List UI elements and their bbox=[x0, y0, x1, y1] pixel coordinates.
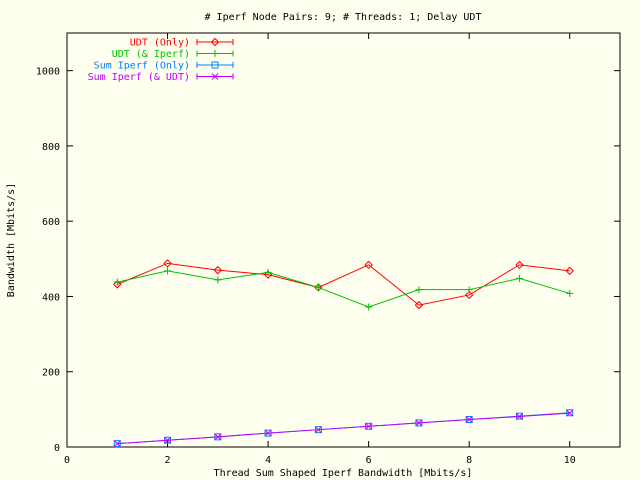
series-1 bbox=[113, 259, 574, 310]
legend-marker bbox=[211, 73, 219, 80]
x-tick-label: 8 bbox=[466, 455, 472, 466]
data-point bbox=[264, 429, 272, 437]
x-tick-label: 6 bbox=[366, 455, 372, 466]
axes: 0 2 4 6 8 10 0 200 400 600 800 1000 bbox=[36, 33, 620, 466]
data-point bbox=[515, 274, 523, 282]
series-2 bbox=[113, 267, 574, 311]
legend-label: Sum Iperf (Only) bbox=[94, 61, 190, 72]
y-tick-label: 400 bbox=[42, 292, 60, 303]
data-point bbox=[214, 276, 222, 284]
y-tick-label: 800 bbox=[42, 142, 60, 153]
legend-item: Sum Iperf (& UDT) bbox=[88, 72, 234, 83]
series-group bbox=[113, 259, 574, 448]
series-line bbox=[117, 412, 570, 445]
series-4 bbox=[113, 409, 574, 447]
data-point bbox=[465, 416, 473, 423]
legend-label: UDT (& Iperf) bbox=[112, 49, 190, 60]
chart-title: # Iperf Node Pairs: 9; # Threads: 1; Del… bbox=[205, 12, 482, 23]
y-tick-label: 1000 bbox=[36, 67, 60, 78]
data-point bbox=[314, 283, 322, 291]
data-point bbox=[315, 426, 322, 434]
x-tick-label: 4 bbox=[265, 455, 271, 466]
x-tick-label: 10 bbox=[564, 455, 576, 466]
series-line bbox=[117, 270, 570, 308]
data-point bbox=[464, 290, 474, 300]
legend-marker bbox=[211, 61, 219, 69]
x-tick-label: 2 bbox=[165, 455, 171, 466]
legend-label: Sum Iperf (& UDT) bbox=[88, 72, 190, 83]
data-point bbox=[113, 440, 121, 447]
x-axis-label: Thread Sum Shaped Iperf Bandwidth [Mbits… bbox=[214, 468, 473, 479]
x-tick-label: 0 bbox=[64, 455, 70, 466]
data-point bbox=[415, 419, 423, 427]
legend-item: UDT (& Iperf) bbox=[112, 49, 234, 60]
data-point bbox=[515, 260, 524, 270]
y-tick-label: 0 bbox=[54, 443, 60, 454]
legend-item: Sum Iperf (Only) bbox=[94, 61, 234, 72]
y-tick-label: 200 bbox=[42, 368, 60, 379]
plot-area bbox=[66, 32, 621, 448]
data-point bbox=[113, 280, 122, 289]
data-point bbox=[566, 289, 574, 297]
data-point bbox=[566, 409, 574, 417]
data-point bbox=[164, 436, 171, 444]
data-point bbox=[213, 265, 223, 275]
series-line bbox=[117, 262, 570, 306]
data-point bbox=[365, 303, 373, 311]
data-point bbox=[465, 286, 473, 294]
data-point bbox=[415, 286, 423, 294]
data-point bbox=[214, 433, 222, 441]
legend-item: UDT (Only) bbox=[130, 37, 234, 49]
data-point bbox=[565, 266, 574, 276]
data-point bbox=[113, 278, 121, 286]
data-point bbox=[414, 300, 424, 310]
data-point bbox=[365, 422, 372, 430]
legend: UDT (Only)UDT (& Iperf)Sum Iperf (Only)S… bbox=[88, 37, 234, 83]
y-tick-label: 600 bbox=[42, 217, 60, 228]
legend-label: UDT (Only) bbox=[130, 38, 190, 49]
legend-marker bbox=[210, 37, 220, 47]
legend-marker bbox=[211, 50, 219, 57]
data-point bbox=[516, 413, 523, 420]
y-axis-label: Bandwidth [Mbits/s] bbox=[6, 183, 17, 297]
data-point bbox=[566, 409, 574, 417]
data-point bbox=[264, 268, 272, 276]
data-point bbox=[364, 260, 373, 270]
data-point bbox=[164, 267, 172, 275]
data-point bbox=[163, 259, 172, 268]
